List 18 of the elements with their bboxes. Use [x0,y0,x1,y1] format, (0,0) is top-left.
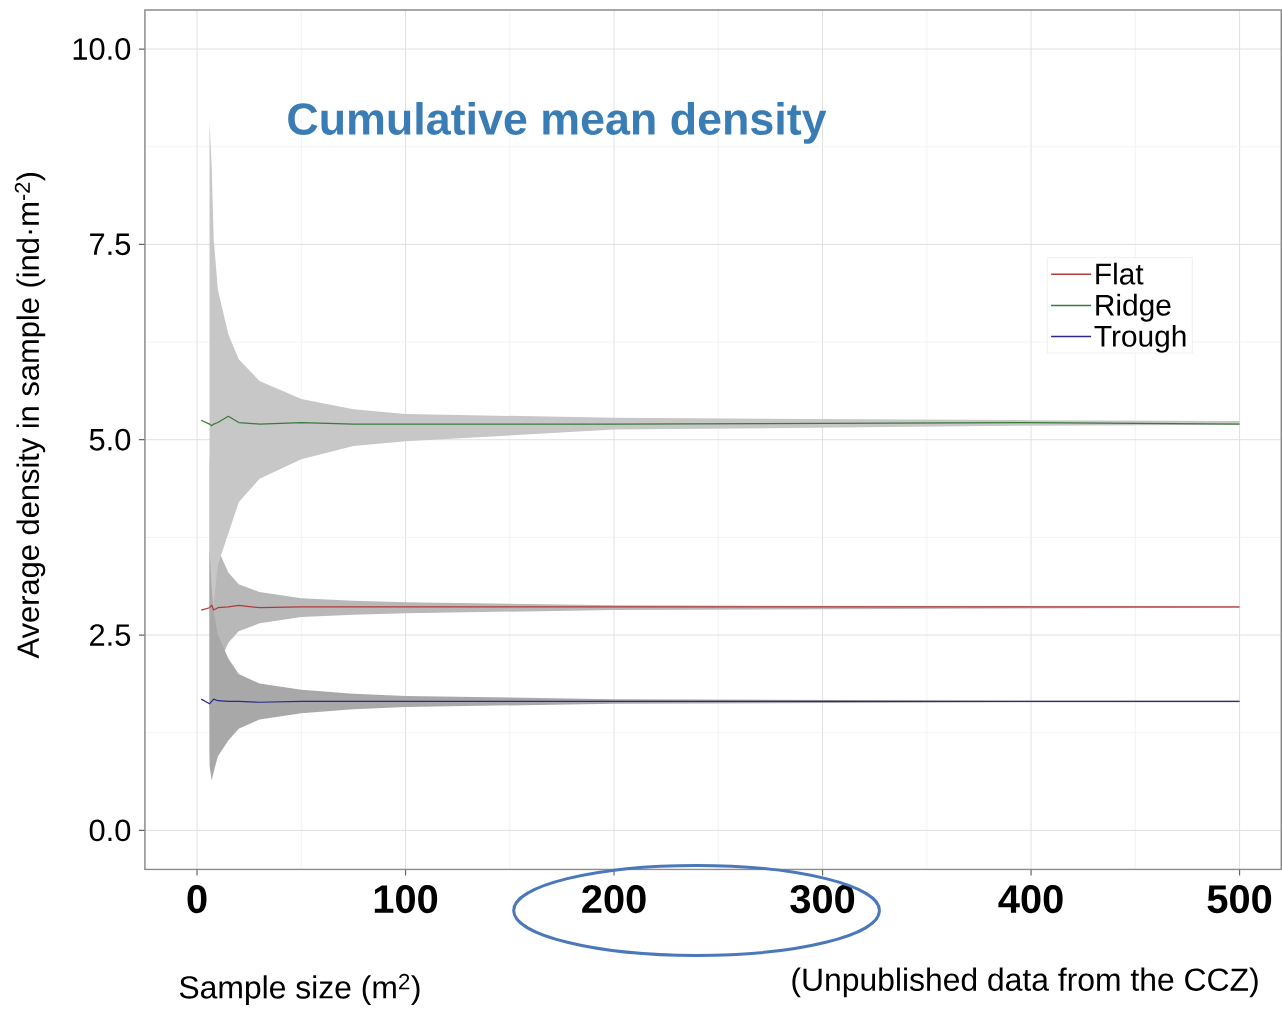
legend-label: Flat [1096,262,1144,285]
x-tick-label: 0 [187,884,207,913]
x-tick-label: 100 [374,884,438,913]
x-tick-label: 300 [790,884,855,914]
x-tick-label: 400 [998,884,1063,913]
y-tick-label: 5.0 [89,428,131,451]
x-axis-title: Sample size (m$^{2}$) [179,973,420,1005]
y-tick-label: 0.0 [89,819,131,842]
y-axis-title: Average density in sample (ind·m$^{-2}$) [14,172,46,659]
y-tick-label: 10.0 [73,37,131,60]
x-tick-label: 500 [1207,884,1272,913]
legend-label: Ridge [1096,293,1171,322]
y-tick-label: 7.5 [90,233,131,255]
x-tick-label: 200 [582,884,646,913]
legend-label: Trough [1094,324,1186,353]
y-tick-label: 2.5 [90,623,131,646]
text: (Unpublished data from the CCZ) [792,967,1258,998]
text: Cumulative mean density [288,101,827,144]
